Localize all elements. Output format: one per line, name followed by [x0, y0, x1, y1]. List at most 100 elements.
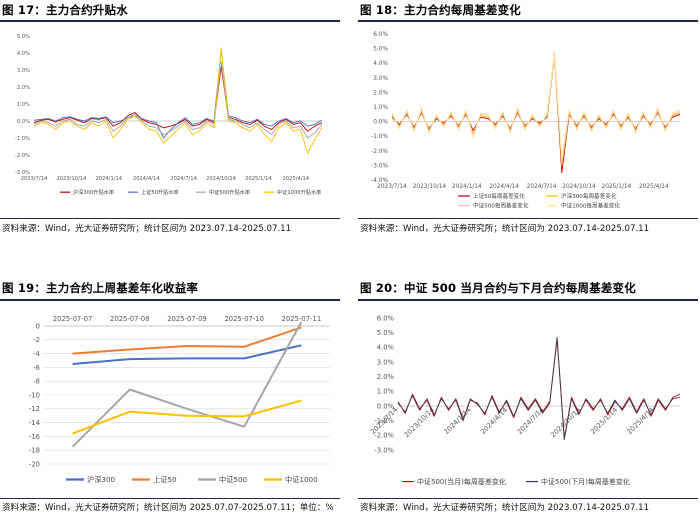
series-line: [72, 399, 302, 435]
chart-17: 5.0%4.0%3.0%2.0%1.0%0.0%-1.0%-2.0%-3.0%2…: [15, 34, 323, 196]
y-tick-label: -2.0%: [15, 153, 30, 159]
source-note: 资料来源：Wind，光大证券研究所；统计区间为 2025.07.07-2025.…: [2, 503, 334, 513]
figure-title: 图 17：主力合约升贴水: [2, 3, 128, 17]
y-tick-label: 4.0%: [373, 61, 388, 67]
legend-label: 中证1000每周基差变化: [561, 202, 620, 210]
y-tick-label: 6.0%: [373, 32, 388, 38]
x-tick-label: 2024/4/14: [489, 184, 519, 190]
series-line: [72, 344, 302, 365]
series-line: [33, 49, 323, 139]
y-tick-label: 1.0%: [373, 105, 388, 111]
y-tick-label: 5.0%: [17, 34, 30, 40]
y-tick-label: 0.0%: [377, 402, 395, 410]
series-line: [33, 61, 323, 139]
y-tick-label: 6.0%: [377, 314, 395, 322]
x-tick-label: 2025-07-11: [282, 315, 322, 323]
y-tick-label: 0.0%: [17, 119, 30, 125]
x-tick-label: 2025/4/14: [283, 176, 310, 182]
x-tick-label: 2025/1/14: [245, 176, 272, 182]
x-tick-label: 2023/10/14: [403, 406, 436, 439]
source-rule: [358, 498, 698, 499]
series-line: [391, 55, 681, 161]
figure-title: 图 19：主力合约上周基差年化收益率: [2, 281, 199, 295]
figure-title: 图 20：中证 500 当月合约与下月合约每周基差变化: [360, 281, 636, 295]
source-note: 资料来源：Wind，光大证券研究所；统计区间为 2023.07.14-2025.…: [2, 224, 292, 234]
y-tick-label: 0: [36, 322, 40, 330]
x-tick-label: 2025-07-08: [110, 315, 150, 323]
x-tick-label: 2024/10/14: [206, 176, 237, 182]
series-line: [397, 336, 681, 441]
y-tick-label: 1.0%: [17, 102, 30, 108]
source-rule: [0, 498, 340, 499]
source-rule: [0, 218, 340, 219]
y-tick-label: -1.0%: [371, 134, 388, 140]
title-rule: [358, 20, 698, 22]
y-tick-label: -2.0%: [374, 432, 394, 440]
y-tick-label: -1.0%: [15, 136, 30, 142]
y-tick-label: -14: [29, 419, 40, 427]
legend-label: 中证500: [219, 475, 248, 484]
legend-label: 沪深300每周基差变化: [561, 192, 617, 200]
legend-label: 中证1000: [285, 475, 318, 484]
y-tick-label: 0.0%: [373, 120, 388, 126]
x-tick-label: 2024/1/14: [442, 406, 472, 436]
y-tick-label: -4.0%: [371, 178, 388, 184]
x-tick-label: 2025/1/14: [602, 184, 632, 190]
x-tick-label: 2025/4/14: [639, 184, 669, 190]
figure-17: 图 17：主力合约升贴水 5.0% 4.0% 3.0% 2.0% 1.0% 0.0% -1.…: [0, 0, 340, 240]
title-rule: [358, 299, 698, 301]
series-line: [71, 321, 303, 448]
y-tick-label: -12: [29, 405, 40, 413]
y-tick-label: -2: [33, 336, 40, 344]
y-tick-label: 2.0%: [377, 373, 395, 381]
y-tick-label: -10: [29, 391, 40, 399]
y-tick-label: -3.0%: [371, 163, 388, 169]
y-tick-label: 5.0%: [377, 329, 395, 337]
x-tick-label: 2024/4/14: [479, 406, 509, 436]
y-tick-label: -4: [33, 350, 40, 358]
figure-18: 图 18：主力合约每周基差变化 6.0% 5.0% 4.0% 3.0% 2.0% 1.0%…: [358, 0, 698, 240]
series-line: [391, 55, 681, 174]
x-tick-label: 2025-07-07: [53, 315, 93, 323]
x-tick-label: 2024/7/14: [170, 176, 197, 182]
x-tick-label: 2025-07-09: [167, 315, 207, 323]
y-tick-label: -18: [29, 447, 40, 455]
legend-label: 沪深300: [87, 475, 116, 484]
figure-20: 图 20：中证 500 当月合约与下月合约每周基差变化 6.0% 5.0% 4.0%…: [358, 278, 698, 515]
figure-19: 图 19：主力合约上周基差年化收益率 0 -2 -4 -6 -8 -10 -12 -14 -16…: [0, 278, 340, 515]
y-tick-label: -16: [29, 433, 40, 441]
source-note: 资料来源：Wind，光大证券研究所；统计区间为 2023.07.14-2025.…: [360, 224, 650, 234]
legend-label: 中证1000升贴水率: [277, 188, 321, 196]
y-tick-label: -8: [33, 378, 40, 386]
y-tick-label: 1.0%: [377, 388, 395, 396]
legend-label: 中证500升贴水率: [209, 188, 250, 196]
legend-label: 上证50升贴水率: [141, 188, 179, 196]
chart-19: 0 -2 -4 -6 -8 -10 -12 -14 -16 -18 -20 2025-07-07 202…: [29, 315, 330, 484]
y-tick-label: -20: [29, 460, 40, 468]
y-tick-label: 3.0%: [17, 68, 30, 74]
figure-title: 图 18：主力合约每周基差变化: [360, 3, 522, 17]
y-tick-label: -6: [33, 364, 40, 372]
legend-label: 中证500每周基差变化: [473, 202, 529, 210]
series-line: [391, 53, 681, 163]
x-tick-label: 2023/10/14: [56, 176, 87, 182]
x-tick-label: 2024/10/14: [562, 184, 596, 190]
chart-20: 6.0% 5.0% 4.0% 3.0% 2.0% 1.0% 0.0% -1.0% -2.0% -3…: [369, 314, 681, 486]
y-tick-label: 5.0%: [373, 47, 388, 53]
legend-label: 中证500(当月)每周基差变化: [417, 477, 506, 486]
series-line: [33, 66, 323, 132]
y-tick-label: 4.0%: [377, 344, 395, 352]
y-tick-label: -3.0%: [15, 170, 30, 176]
y-tick-label: 2.0%: [373, 90, 388, 96]
source-rule: [358, 218, 698, 219]
x-tick-label: 2024/1/14: [452, 184, 482, 190]
y-tick-label: -2.0%: [371, 149, 388, 155]
x-tick-label: 2024/7/14: [527, 184, 557, 190]
title-rule: [0, 20, 340, 22]
x-tick-label: 2025/4/14: [625, 406, 655, 436]
y-tick-label: 2.0%: [17, 85, 30, 91]
y-tick-label: -3.0%: [374, 446, 394, 454]
x-tick-label: 2025-07-10: [224, 315, 264, 323]
x-tick-label: 2023/7/14: [377, 184, 407, 190]
x-tick-label: 2024/1/14: [96, 176, 123, 182]
